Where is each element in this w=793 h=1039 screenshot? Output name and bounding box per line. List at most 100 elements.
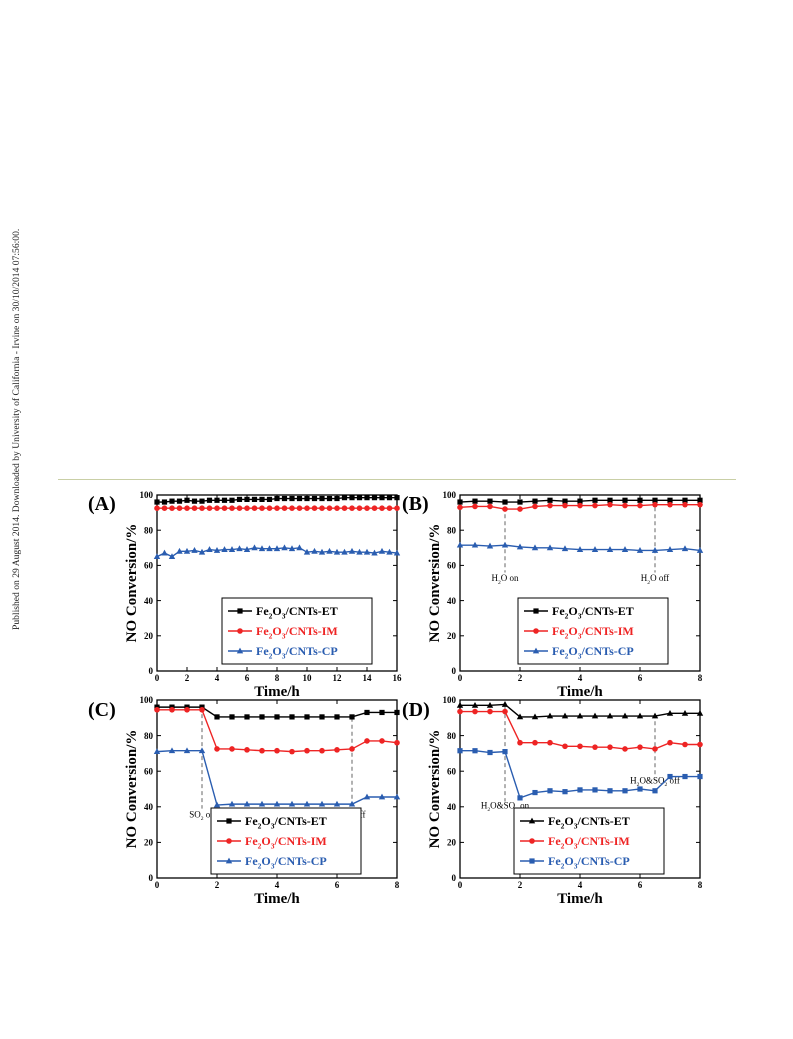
x-tick-label: 0: [458, 880, 463, 890]
legend-label-part: /CNTs-IM: [577, 834, 630, 848]
data-point: [562, 502, 568, 509]
legend-label-part: 2: [565, 631, 569, 640]
data-point: [169, 498, 175, 504]
data-point: [183, 547, 191, 554]
legend-entry-label: Fe2O3/CNTs-CP: [256, 644, 338, 660]
legend-label-part: O: [261, 814, 270, 828]
data-point: [214, 497, 220, 503]
legend-label-part: /CNTs-CP: [285, 644, 338, 658]
data-point: [502, 708, 508, 715]
data-point: [229, 746, 235, 752]
data-point: [334, 505, 340, 511]
data-point: [378, 547, 386, 554]
x-tick-label: 4: [578, 880, 583, 890]
data-point: [621, 546, 629, 552]
data-point: [363, 793, 371, 800]
legend-label-part: Fe: [256, 604, 269, 618]
legend-label-part: 2: [258, 821, 262, 830]
data-point: [274, 505, 280, 511]
data-point: [577, 502, 583, 509]
legend-label-part: Fe: [552, 624, 565, 638]
data-point: [161, 549, 168, 556]
data-point: [184, 706, 190, 713]
data-point: [502, 499, 508, 505]
data-point: [622, 788, 628, 794]
data-point: [311, 505, 318, 511]
y-tick-label: 80: [144, 731, 154, 741]
legend-entry-label: Fe2O3/CNTs-IM: [256, 624, 338, 640]
series-ET: [456, 701, 704, 720]
data-point: [244, 505, 250, 511]
data-point: [266, 545, 273, 552]
data-point: [199, 706, 205, 713]
x-tick-label: 4: [578, 673, 583, 683]
legend-label-part: 3: [271, 821, 275, 830]
legend-swatch-marker: [237, 628, 243, 634]
x-axis-label: Time/h: [254, 684, 300, 700]
data-point: [274, 714, 280, 720]
series-IM: [457, 501, 703, 512]
x-tick-label: 8: [395, 880, 400, 890]
legend-label-part: 2: [561, 821, 565, 830]
x-tick-label: 6: [245, 673, 250, 683]
data-point: [176, 505, 183, 511]
data-point: [341, 495, 348, 501]
data-point: [176, 547, 183, 554]
data-point: [356, 495, 363, 501]
publication-side-note: Published on 29 August 2014. Downloaded …: [9, 150, 21, 630]
data-point: [607, 501, 613, 508]
legend-label-part: O: [564, 834, 573, 848]
x-tick-label: 4: [215, 673, 220, 683]
legend-label-part: O: [564, 814, 573, 828]
legend-label-part: O: [568, 624, 577, 638]
data-point: [236, 545, 243, 552]
data-point: [244, 747, 250, 753]
x-tick-label: 12: [333, 673, 343, 683]
data-point: [457, 504, 463, 511]
legend-label-part: Fe: [552, 644, 565, 658]
legend-label-part: O: [261, 854, 270, 868]
legend-swatch-marker: [533, 628, 539, 634]
data-point: [577, 498, 583, 504]
data-point: [621, 712, 629, 719]
legend-entry-label: Fe2O3/CNTs-ET: [552, 604, 634, 620]
data-point: [288, 545, 296, 552]
data-point: [303, 548, 311, 555]
data-point: [154, 505, 160, 511]
event-annotation-part: 2: [647, 580, 650, 586]
data-point: [289, 748, 295, 755]
legend-label-part: O: [568, 604, 577, 618]
data-point: [184, 505, 190, 511]
data-point: [682, 741, 688, 748]
y-tick-label: 100: [140, 490, 154, 500]
series-CP: [153, 747, 401, 808]
data-point: [501, 541, 509, 548]
data-point: [682, 501, 688, 508]
x-tick-label: 16: [393, 673, 403, 683]
data-point: [667, 501, 673, 508]
data-point: [206, 497, 213, 503]
data-point: [547, 502, 553, 509]
data-point: [311, 547, 318, 554]
data-point: [681, 709, 689, 716]
legend-label-part: 2: [561, 861, 565, 870]
data-point: [229, 714, 235, 720]
data-point: [622, 746, 628, 752]
series-CP: [153, 544, 401, 559]
y-tick-label: 100: [443, 695, 457, 705]
legend-entry-label: Fe2O3/CNTs-ET: [548, 814, 630, 830]
y-tick-label: 60: [447, 561, 457, 571]
data-point: [606, 546, 614, 552]
data-point: [517, 795, 523, 801]
event-annotation-part: 2: [498, 580, 501, 586]
data-point: [303, 800, 311, 807]
x-tick-label: 2: [518, 880, 523, 890]
data-point: [486, 542, 494, 549]
legend-label-part: 2: [565, 611, 569, 620]
legend-label-part: 3: [574, 841, 578, 850]
page-divider: [58, 479, 736, 480]
series-ET: [154, 495, 400, 505]
x-tick-label: 2: [215, 880, 220, 890]
